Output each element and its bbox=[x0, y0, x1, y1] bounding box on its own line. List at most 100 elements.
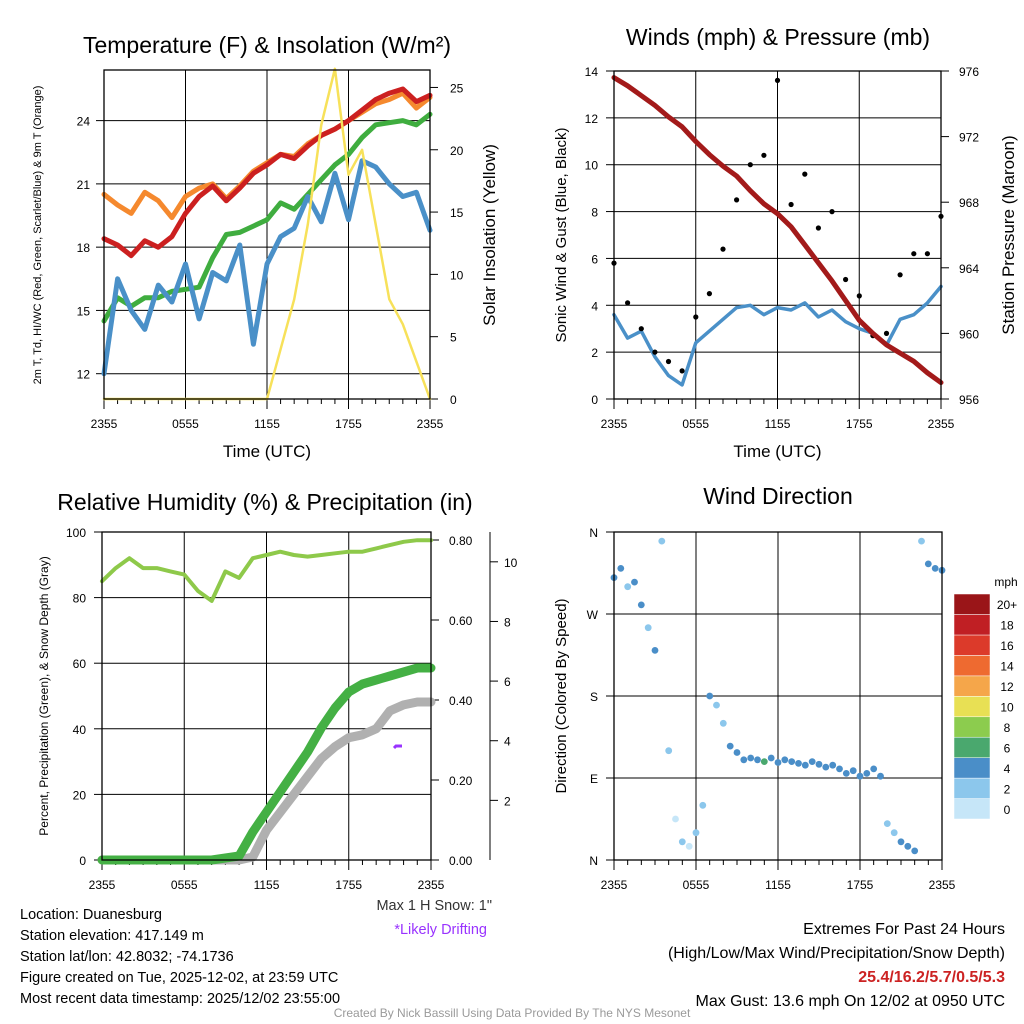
colorbar-label: 4 bbox=[1004, 762, 1011, 776]
colorbar-label: 20+ bbox=[997, 598, 1017, 612]
colorbar-label: 18 bbox=[1000, 619, 1014, 633]
station-info: Location: Duanesburg Station elevation: … bbox=[20, 905, 340, 1010]
panel-2-y2tick-label: 976 bbox=[959, 65, 979, 79]
panel-3-y2tick-label: 0.80 bbox=[449, 534, 473, 548]
panel-2-xlabel: Time (UTC) bbox=[733, 442, 821, 461]
colorbar-swatch bbox=[953, 757, 991, 779]
panel-1-xtick-label: 2355 bbox=[417, 417, 444, 431]
panel-2-y2tick-label: 956 bbox=[959, 393, 979, 407]
panel-3-ylabel: Percent, Precipitation (Green), & Snow D… bbox=[37, 556, 51, 835]
panel-2-gust-point bbox=[706, 291, 713, 297]
location-text: Location: Duanesburg bbox=[20, 907, 162, 923]
panel-3-ytick-label: 80 bbox=[73, 592, 87, 606]
panel-2-xtick-label: 1755 bbox=[846, 417, 873, 431]
panel-4-direction-point bbox=[719, 719, 727, 727]
panel-4-direction-point bbox=[822, 763, 830, 771]
panel-4-direction-point bbox=[726, 742, 734, 750]
panel-4-direction-point bbox=[665, 747, 673, 755]
panel-4-direction-point bbox=[781, 756, 789, 764]
panel-1-xtick-label: 1155 bbox=[254, 417, 280, 431]
panel-2-gust-point bbox=[693, 314, 699, 320]
panel-4-direction-point bbox=[747, 754, 755, 762]
colorbar-swatch bbox=[953, 593, 991, 615]
panel-1-y2tick-label: 10 bbox=[450, 268, 464, 282]
panel-2-title: Winds (mph) & Pressure (mb) bbox=[626, 24, 930, 50]
panel-4-direction-point bbox=[644, 624, 652, 632]
panel-1-ylabel: 2m T, Td, HI/WC (Red, Green, Scarlet/Blu… bbox=[32, 86, 44, 385]
panel-4-direction-point bbox=[849, 767, 857, 775]
panel-2-gust-point bbox=[665, 358, 672, 365]
panel-1-title: Temperature (F) & Insolation (W/m²) bbox=[83, 32, 451, 58]
panel-1-y2tick-label: 20 bbox=[450, 144, 464, 158]
panel-3-title: Relative Humidity (%) & Precipitation (i… bbox=[57, 489, 472, 515]
panel-2-y2tick-label: 972 bbox=[959, 131, 979, 145]
panel-3-y2tick-label: 0.20 bbox=[449, 774, 473, 788]
panel-2-ylabel: Sonic Wind & Gust (Blue, Black) bbox=[553, 127, 570, 342]
panel-3-ytick-label: 100 bbox=[66, 526, 86, 540]
panel-4-direction-point bbox=[829, 761, 837, 769]
panel-4-direction-point bbox=[672, 815, 679, 823]
panel-2-gust-point bbox=[815, 225, 822, 231]
panel-2-y2tick-label: 968 bbox=[959, 196, 979, 210]
panel-4-ylabel: Direction (Colored By Speed) bbox=[553, 598, 570, 793]
colorbar-swatch bbox=[953, 798, 991, 820]
panel-4-direction-point bbox=[918, 537, 925, 545]
colorbar-title: mph bbox=[994, 575, 1017, 589]
panel-1-series-hi-wc bbox=[101, 158, 433, 377]
created-text: Figure created on Tue, 2025-12-02, at 23… bbox=[20, 970, 339, 986]
panel-4-direction-point bbox=[815, 760, 823, 768]
panel-2-gust-point bbox=[652, 349, 658, 355]
panel-3-frame bbox=[101, 531, 432, 861]
panel-4-direction-point bbox=[931, 565, 939, 572]
colorbar-label: 12 bbox=[1000, 680, 1014, 694]
panel-4-direction-point bbox=[904, 842, 912, 850]
panel-4-direction-point bbox=[842, 770, 850, 777]
panel-1-ytick-label: 15 bbox=[77, 304, 91, 318]
extremes-block: Extremes For Past 24 Hours (High/Low/Max… bbox=[560, 918, 1005, 1014]
panel-4-ytick-label: N bbox=[589, 526, 598, 540]
colorbar-swatch bbox=[953, 614, 991, 636]
panel-1-ytick-label: 12 bbox=[77, 368, 91, 382]
panel-4-ytick-label: N bbox=[589, 854, 598, 868]
panel-4-direction-point bbox=[706, 692, 714, 700]
panel-2-ytick-label: 6 bbox=[591, 252, 598, 266]
colorbar-label: 14 bbox=[1000, 660, 1014, 674]
panel-2-y2label: Station Pressure (Maroon) bbox=[999, 135, 1018, 334]
colorbar-swatch bbox=[953, 696, 991, 718]
panel-2-y2tick-label: 960 bbox=[959, 327, 979, 341]
panel-4-direction-point bbox=[883, 820, 891, 827]
panel-4-direction-point bbox=[788, 758, 796, 765]
panel-4-direction-point bbox=[808, 758, 816, 765]
credit-text: Created By Nick Bassill Using Data Provi… bbox=[333, 1006, 691, 1020]
panel-4-direction-point bbox=[651, 647, 659, 654]
panel-1-y2tick-label: 25 bbox=[450, 81, 464, 95]
panel-4-direction-point bbox=[897, 838, 905, 846]
panel-3-ytick-label: 40 bbox=[73, 723, 87, 737]
panel-4-xtick-label: 0555 bbox=[683, 878, 710, 892]
colorbar-swatch bbox=[953, 736, 991, 758]
panel-3-y3tick-label: 10 bbox=[504, 556, 518, 570]
panel-2-ytick-label: 14 bbox=[585, 65, 599, 79]
latlon-text: Station lat/lon: 42.8032; -74.1736 bbox=[20, 949, 234, 965]
panel-2-gust-point bbox=[761, 152, 767, 158]
panel-1-y2tick-label: 0 bbox=[450, 393, 457, 407]
panel-3-ytick-label: 20 bbox=[73, 788, 87, 802]
colorbar-swatch bbox=[953, 675, 991, 697]
panel-1-series-td bbox=[101, 111, 433, 324]
panel-3-y3tick-label: 6 bbox=[504, 675, 511, 689]
colorbar-swatch bbox=[953, 777, 991, 799]
panel-1-frame bbox=[103, 69, 431, 400]
panel-2-gust-point bbox=[856, 293, 862, 299]
panel-4-direction-point bbox=[836, 765, 843, 773]
panel-2-ytick-label: 10 bbox=[585, 159, 599, 173]
panel-4-direction-point bbox=[699, 801, 707, 809]
colorbar-label: 6 bbox=[1004, 741, 1011, 755]
panel-3-xtick-label: 2355 bbox=[418, 878, 445, 892]
panel-2-ytick-label: 0 bbox=[591, 393, 598, 407]
panel-4-direction-point bbox=[856, 772, 864, 780]
panel-4-direction-point bbox=[692, 829, 700, 837]
colorbar-label: 2 bbox=[1004, 782, 1011, 796]
panel-2-xtick-label: 0555 bbox=[682, 417, 709, 431]
panel-3-ytick-label: 60 bbox=[73, 657, 87, 671]
panel-1-xtick-label: 2355 bbox=[91, 417, 118, 431]
